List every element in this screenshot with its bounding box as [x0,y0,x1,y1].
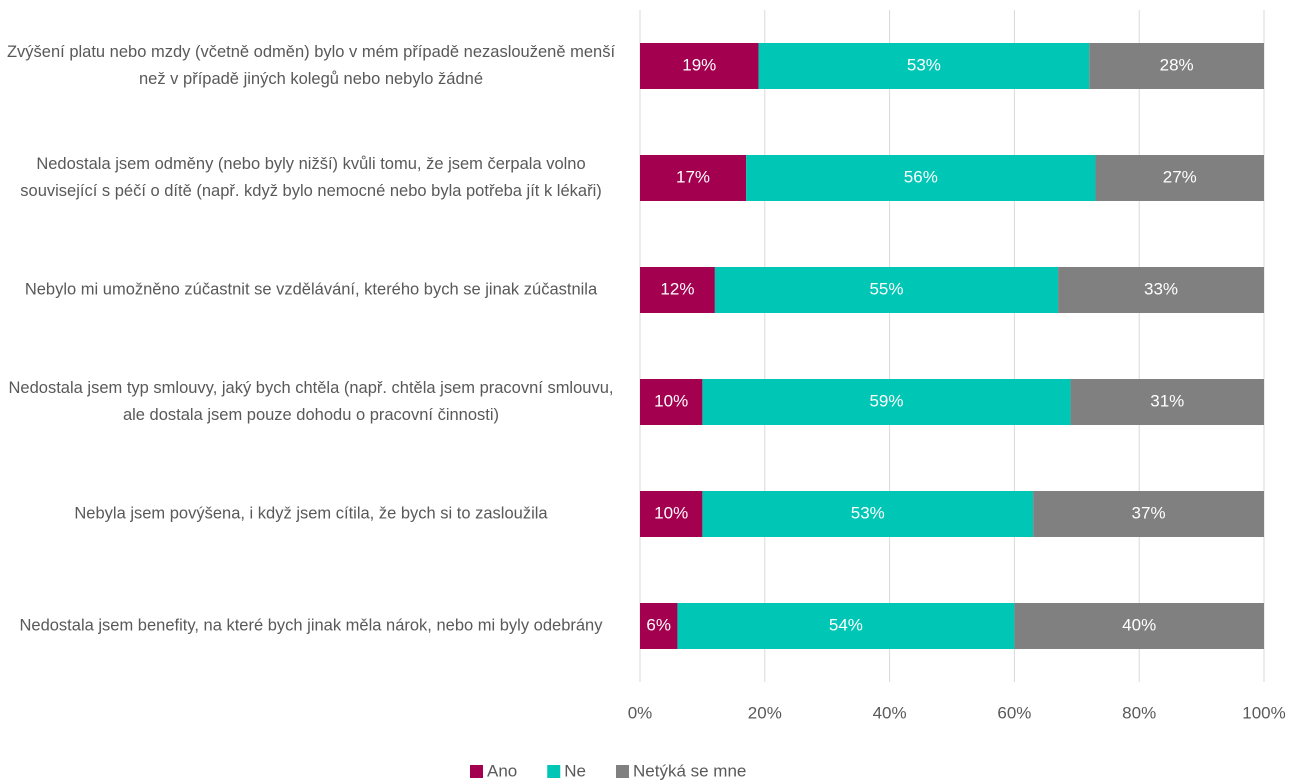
bar-segment [702,379,1071,425]
x-tick-label: 100% [1242,703,1285,722]
bar-segment [1070,379,1264,425]
data-label: 59% [869,391,903,410]
data-label: 10% [654,503,688,522]
data-label: 54% [829,615,863,634]
legend-swatch [615,765,629,778]
legend-swatch [470,765,483,778]
category-label: Nebyla jsem povýšena, i když jsem cítila… [74,504,548,523]
legend-label: Netýká se mne [633,761,746,780]
bar-segment [1089,43,1264,89]
bar-segment [640,43,759,89]
bar-segment [1095,155,1264,201]
bar-segment [640,267,715,313]
bar-segment [1033,491,1264,537]
category-label: Zvýšení platu nebo mzdy (včetně odměn) b… [6,43,616,88]
data-label: 12% [660,279,694,298]
x-tick-label: 40% [873,703,907,722]
data-label: 53% [851,503,885,522]
category-label: Nedostala jsem odměny (nebo byly nižší) … [20,155,602,200]
bar-segment [640,491,703,537]
legend-swatch [547,765,561,778]
data-label: 55% [869,279,903,298]
category-label: Nedostala jsem typ smlouvy, jaký bych ch… [8,379,614,424]
data-label: 56% [904,167,938,186]
category-label: Nebylo mi umožněno zúčastnit se vzdělává… [24,280,598,299]
data-label: 17% [676,167,710,186]
bar-segment [1014,603,1264,649]
data-label: 33% [1144,279,1178,298]
data-label: 53% [907,55,941,74]
bar-segment [677,603,1015,649]
data-label: 10% [654,391,688,410]
data-label: 31% [1150,391,1184,410]
bar-segment [640,155,747,201]
x-tick-label: 60% [997,703,1031,722]
data-label: 28% [1160,55,1194,74]
bar-segment [758,43,1090,89]
data-label: 37% [1132,503,1166,522]
x-tick-label: 20% [748,703,782,722]
x-tick-label: 80% [1122,703,1156,722]
legend-label: Ne [564,761,586,780]
legend-label: Ano [487,761,517,780]
bar-segment [746,155,1096,201]
data-label: 27% [1163,167,1197,186]
bar-segment [1058,267,1264,313]
data-label: 6% [646,615,671,634]
bar-segment [640,603,678,649]
data-label: 19% [682,55,716,74]
x-tick-label: 0% [628,703,653,722]
bar-segment [702,491,1034,537]
data-label: 40% [1122,615,1156,634]
bar-segment [714,267,1059,313]
category-label: Nedostala jsem benefity, na které bych j… [19,616,603,635]
bar-segment [640,379,703,425]
